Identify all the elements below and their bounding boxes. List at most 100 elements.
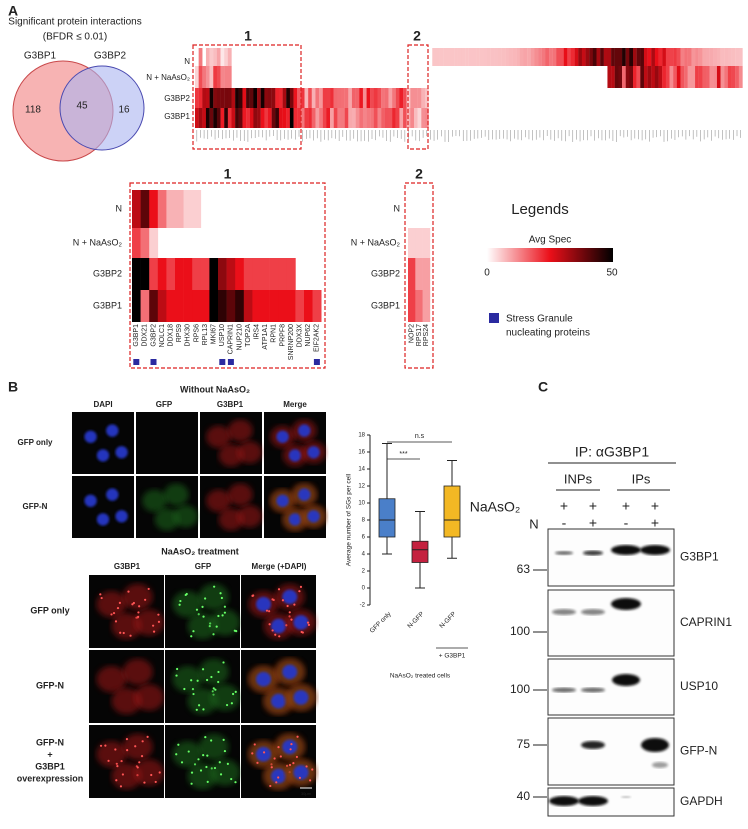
granule <box>202 615 205 618</box>
row-label: GFP only <box>18 438 54 447</box>
mw-marker: 75 <box>517 737 531 751</box>
band <box>581 687 605 693</box>
overview-cell <box>227 66 232 88</box>
granule <box>212 633 215 636</box>
overview-cell <box>268 88 272 108</box>
overview-cell <box>209 108 214 128</box>
granule <box>116 606 120 610</box>
venn-subtitle: (BFDR ≤ 0.01) <box>43 32 107 43</box>
legend-sg-swatch <box>489 313 499 323</box>
granule <box>214 688 217 691</box>
overview-cell <box>278 108 283 128</box>
overview-cell <box>472 48 477 66</box>
granule <box>195 608 199 611</box>
overview-cell <box>260 108 265 128</box>
heatmap-cell <box>184 228 193 258</box>
overview-row-label: N <box>184 57 190 66</box>
heatmap-col-label: RPS24 <box>423 324 430 346</box>
overview-cell <box>205 88 210 108</box>
heatmap-col-label: NOLC1 <box>159 324 166 347</box>
heatmap-cell <box>278 290 288 322</box>
granule <box>223 749 227 753</box>
overview-cell <box>209 88 214 108</box>
overview-cell <box>512 48 517 66</box>
cytoplasm <box>111 762 142 790</box>
cytoplasm <box>198 658 229 686</box>
granule <box>178 603 181 606</box>
granule <box>298 776 301 779</box>
cytoplasm <box>154 508 180 531</box>
heatmap-cell <box>261 190 270 228</box>
y-tick-label: 16 <box>358 450 365 456</box>
legend-sg-label: Stress Granule <box>506 314 573 325</box>
granule <box>196 679 199 682</box>
heatmap-cell <box>243 258 253 290</box>
heatmap-cell <box>201 190 210 228</box>
heatmap-cell <box>422 290 431 322</box>
overview-cell <box>673 66 677 88</box>
overview-cell <box>355 88 360 108</box>
granule <box>298 590 301 593</box>
granule <box>215 625 218 628</box>
heatmap-cell <box>304 190 313 228</box>
granule <box>213 585 216 588</box>
legend-max: 50 <box>606 268 618 279</box>
heatmap-cell <box>422 228 431 258</box>
nucleus <box>106 488 119 501</box>
granule <box>288 611 291 614</box>
overview-cell <box>195 88 199 108</box>
granule <box>270 766 273 769</box>
micrograph <box>72 412 134 474</box>
overview-cell <box>282 108 287 128</box>
overview-cell <box>731 66 736 88</box>
heatmap-col-label: NUP210 <box>236 324 243 351</box>
heatmap-cell <box>192 228 201 258</box>
granule <box>125 738 129 741</box>
overview-cell <box>720 66 725 88</box>
overview-cell <box>362 88 367 108</box>
cytoplasm <box>172 666 203 693</box>
overview-cell <box>351 108 356 128</box>
overview-cell <box>570 48 575 66</box>
heatmap-cell <box>261 228 270 258</box>
overview-cell <box>370 108 374 128</box>
significance: n.s <box>415 433 425 440</box>
overview-cell <box>519 48 524 66</box>
granule <box>104 744 107 747</box>
overview-cell <box>633 48 637 66</box>
nucleus <box>84 494 97 507</box>
overview-cell <box>381 108 385 128</box>
heatmap-cell <box>244 228 253 258</box>
heatmap-row-label: N <box>394 203 401 213</box>
granule <box>176 667 179 671</box>
nucleus <box>298 424 311 437</box>
blot <box>547 528 675 587</box>
overview-cell <box>716 48 721 66</box>
overview-cell <box>487 48 491 66</box>
overview-cell <box>713 66 718 88</box>
venn-set-label: G3BP2 <box>94 51 127 62</box>
granule <box>137 615 140 618</box>
overview-cell <box>508 48 513 66</box>
overview-cell <box>446 48 451 66</box>
overview-cell <box>633 66 637 88</box>
overview-cell <box>706 66 710 88</box>
heatmap-cell <box>312 290 322 322</box>
overview-cell <box>476 48 480 66</box>
overview-cell <box>268 108 272 128</box>
heatmap-cell <box>218 258 227 290</box>
heatmap-cell <box>278 190 287 228</box>
granule <box>119 785 123 788</box>
granule <box>210 675 213 679</box>
overview-cell <box>202 108 207 128</box>
y-tick-label: 6 <box>362 535 366 541</box>
granule <box>305 765 308 768</box>
y-tick-label: -2 <box>360 603 366 609</box>
overview-cell <box>246 88 250 108</box>
heatmap-col-label: RPS9 <box>176 324 183 342</box>
heatmap-cell <box>408 228 416 258</box>
heatmap-cell <box>201 228 210 258</box>
overview-cell <box>362 108 367 128</box>
granule <box>202 754 205 757</box>
overview-cell <box>676 48 681 66</box>
